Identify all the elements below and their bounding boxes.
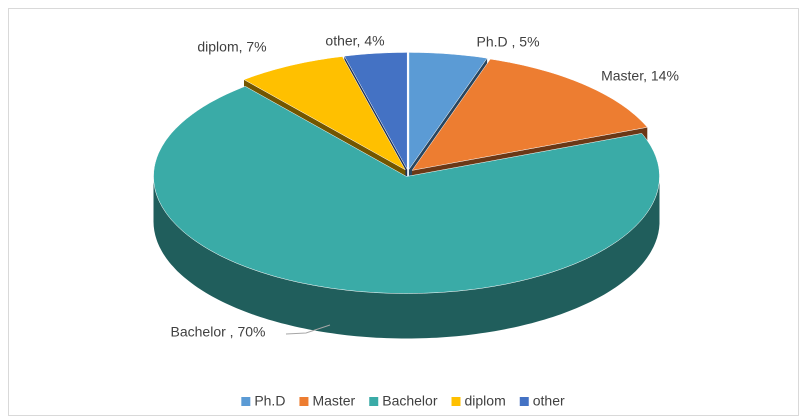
legend-label: diplom xyxy=(465,393,506,409)
data-label: Bachelor , 70% xyxy=(171,324,266,340)
data-label: Master, 14% xyxy=(601,68,679,84)
data-label: other, 4% xyxy=(325,33,384,49)
legend-label: Bachelor xyxy=(382,393,438,409)
legend-label: other xyxy=(533,393,565,409)
slice xyxy=(243,56,406,171)
legend-swatch xyxy=(299,397,309,406)
legend-swatch xyxy=(241,397,251,406)
slice xyxy=(153,86,660,294)
slice xyxy=(408,52,488,171)
data-label: diplom, 7% xyxy=(197,39,266,55)
slice xyxy=(411,58,648,171)
leader-line xyxy=(285,324,331,335)
legend-label: Master xyxy=(312,393,355,409)
legend-swatch xyxy=(451,397,461,406)
legend-swatch xyxy=(519,397,529,406)
legend-label: Ph.D xyxy=(254,393,285,409)
slice-side xyxy=(153,176,660,339)
data-label: Ph.D , 5% xyxy=(476,34,539,50)
slice xyxy=(343,52,408,171)
legend-swatch xyxy=(369,397,379,406)
